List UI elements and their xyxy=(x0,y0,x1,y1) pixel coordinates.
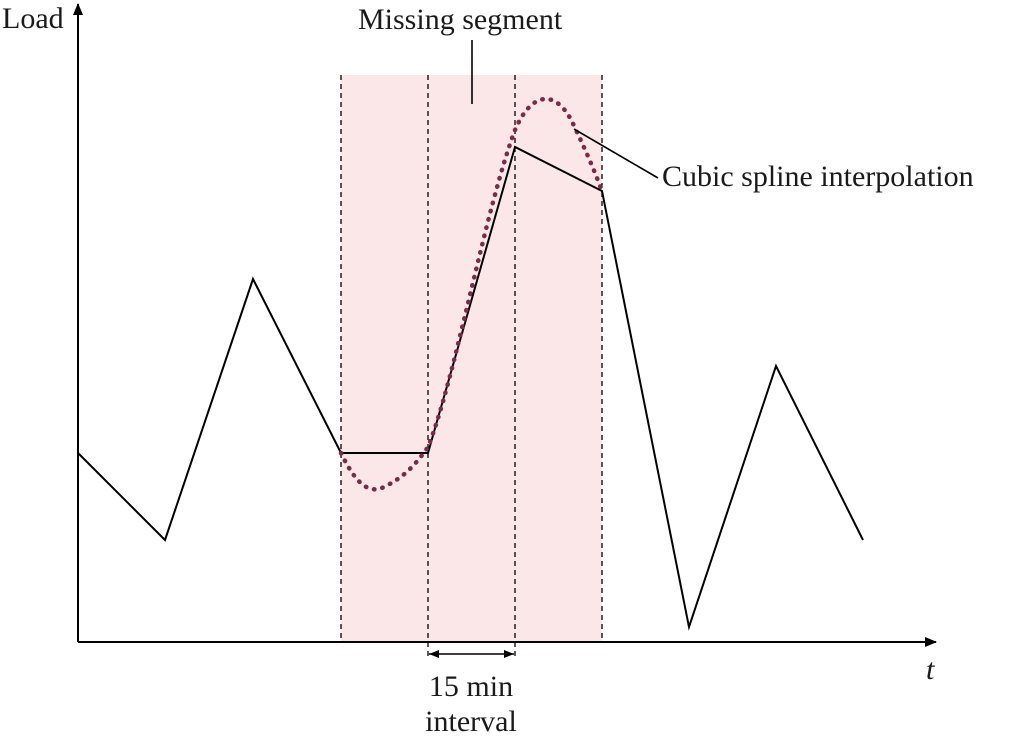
spline-label: Cubic spline interpolation xyxy=(662,160,974,193)
y-axis-label: Load xyxy=(2,2,64,35)
interval-guides xyxy=(340,75,603,660)
load-profile-line xyxy=(77,145,864,631)
missing-segment-label: Missing segment xyxy=(358,3,563,36)
interval-label-line2: interval xyxy=(425,705,517,738)
missing-segment-band xyxy=(341,75,602,642)
interval-label-line1: 15 min xyxy=(429,670,513,703)
cubic-spline-curve xyxy=(338,96,605,492)
x-axis-label: t xyxy=(926,653,935,686)
spline-leader xyxy=(573,128,659,179)
